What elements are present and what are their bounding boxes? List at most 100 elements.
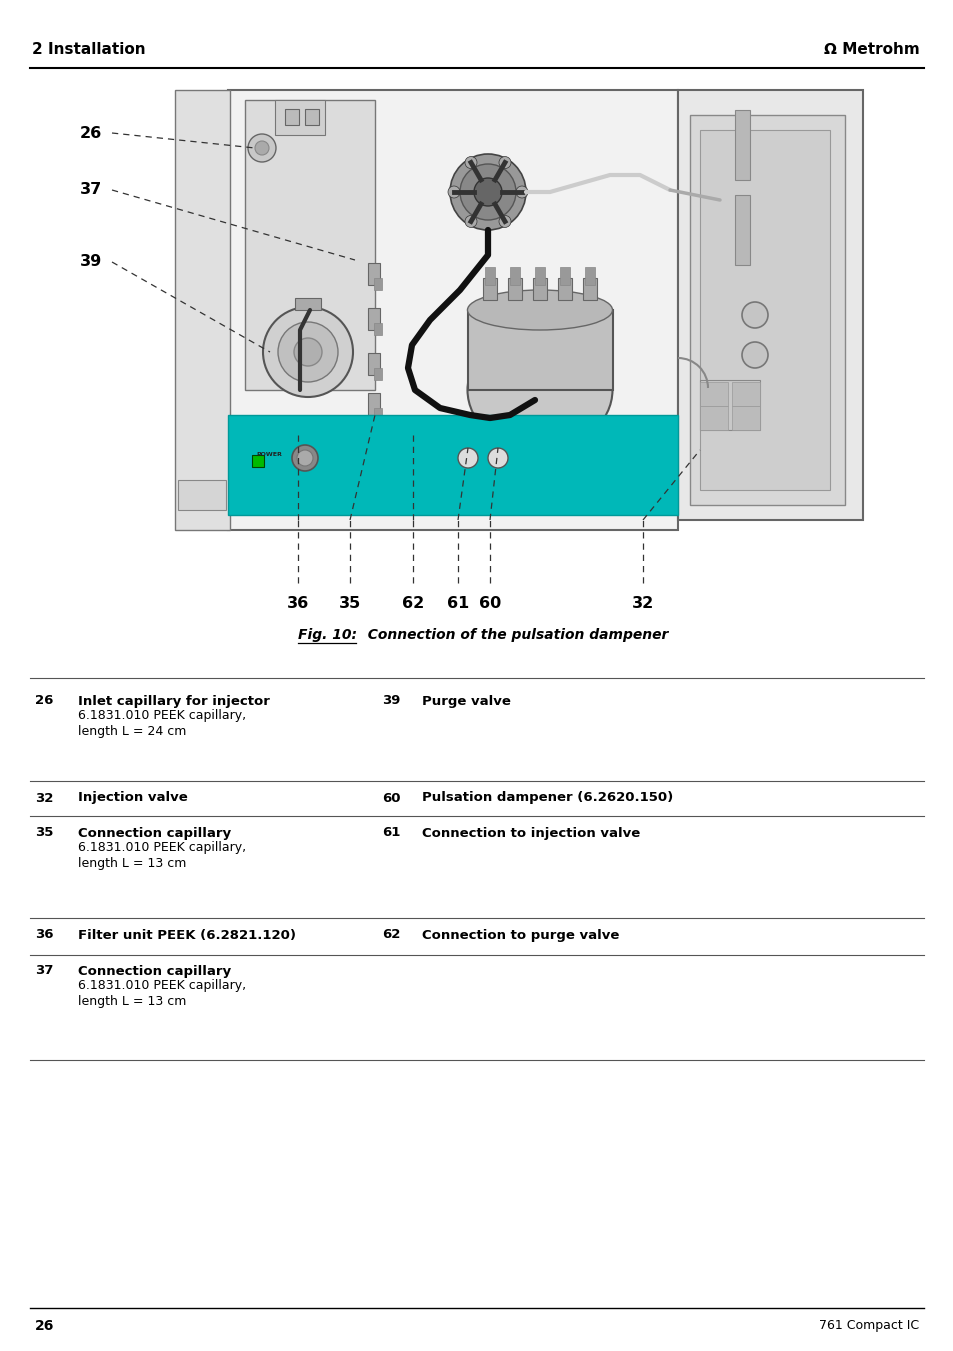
Circle shape — [741, 342, 767, 367]
Text: 36: 36 — [287, 596, 309, 611]
Bar — [734, 195, 749, 265]
Text: 2 Installation: 2 Installation — [32, 42, 146, 58]
Circle shape — [277, 322, 337, 382]
Bar — [468, 309, 613, 390]
Text: 35: 35 — [35, 827, 53, 839]
Bar — [368, 263, 379, 285]
Bar — [700, 380, 760, 430]
Circle shape — [464, 157, 476, 169]
Ellipse shape — [467, 330, 612, 450]
Bar — [228, 91, 678, 530]
Text: length L = 13 cm: length L = 13 cm — [78, 857, 186, 870]
Bar — [678, 91, 862, 520]
Bar — [482, 278, 497, 300]
Bar — [700, 130, 829, 490]
Text: length L = 13 cm: length L = 13 cm — [78, 994, 186, 1008]
Text: 60: 60 — [381, 792, 400, 804]
Bar — [535, 267, 544, 285]
Text: 37: 37 — [35, 965, 53, 978]
Text: Connection to purge valve: Connection to purge valve — [421, 928, 618, 942]
Text: 32: 32 — [35, 792, 53, 804]
Bar — [174, 91, 230, 530]
Bar — [305, 109, 318, 126]
Bar — [285, 109, 298, 126]
Text: Connection capillary: Connection capillary — [78, 827, 231, 839]
Text: 761 Compact IC: 761 Compact IC — [818, 1320, 918, 1332]
Circle shape — [450, 154, 525, 230]
Text: 26: 26 — [35, 694, 53, 708]
Circle shape — [292, 444, 317, 471]
Bar — [731, 407, 760, 430]
Bar — [374, 278, 381, 290]
Bar — [228, 415, 678, 515]
Text: Ω Metrohm: Ω Metrohm — [823, 42, 919, 58]
Text: 26: 26 — [35, 1319, 54, 1333]
Circle shape — [459, 163, 516, 220]
Circle shape — [263, 307, 353, 397]
Bar — [484, 267, 495, 285]
Text: 62: 62 — [401, 596, 424, 611]
Text: length L = 24 cm: length L = 24 cm — [78, 724, 186, 738]
Bar — [374, 323, 381, 335]
Bar — [558, 278, 572, 300]
Bar — [584, 267, 595, 285]
Circle shape — [254, 141, 269, 155]
Bar — [533, 278, 546, 300]
Bar — [178, 480, 226, 509]
Text: Injection valve: Injection valve — [78, 792, 188, 804]
Circle shape — [498, 215, 511, 227]
Text: 26: 26 — [80, 126, 102, 141]
Text: Filter unit PEEK (6.2821.120): Filter unit PEEK (6.2821.120) — [78, 928, 295, 942]
Circle shape — [296, 450, 313, 466]
Text: Connection to injection valve: Connection to injection valve — [421, 827, 639, 839]
Text: Connection of the pulsation dampener: Connection of the pulsation dampener — [357, 628, 668, 642]
Text: Fig. 10:: Fig. 10: — [297, 628, 356, 642]
Bar — [734, 109, 749, 180]
Text: 37: 37 — [80, 182, 102, 197]
Circle shape — [488, 449, 507, 467]
Bar — [582, 278, 597, 300]
Bar — [700, 382, 727, 407]
Text: 60: 60 — [478, 596, 500, 611]
Bar — [510, 267, 519, 285]
Circle shape — [741, 303, 767, 328]
Bar — [689, 115, 844, 505]
Bar — [559, 267, 569, 285]
Circle shape — [474, 178, 501, 205]
Bar — [252, 455, 264, 467]
Text: 6.1831.010 PEEK capillary,: 6.1831.010 PEEK capillary, — [78, 978, 246, 992]
Bar — [245, 100, 375, 390]
Circle shape — [516, 186, 527, 199]
Text: 6.1831.010 PEEK capillary,: 6.1831.010 PEEK capillary, — [78, 840, 246, 854]
Bar — [731, 382, 760, 407]
Text: 35: 35 — [338, 596, 361, 611]
Bar — [368, 393, 379, 415]
Text: Purge valve: Purge valve — [421, 694, 511, 708]
Text: 32: 32 — [631, 596, 654, 611]
Text: 61: 61 — [381, 827, 400, 839]
Bar — [274, 100, 325, 135]
Bar — [700, 407, 727, 430]
Circle shape — [464, 215, 476, 227]
Bar — [374, 408, 381, 420]
Text: 6.1831.010 PEEK capillary,: 6.1831.010 PEEK capillary, — [78, 708, 246, 721]
Text: Pulsation dampener (6.2620.150): Pulsation dampener (6.2620.150) — [421, 792, 673, 804]
Circle shape — [294, 338, 322, 366]
Text: 61: 61 — [446, 596, 469, 611]
Bar — [507, 278, 521, 300]
Ellipse shape — [467, 290, 612, 330]
Circle shape — [457, 449, 477, 467]
Bar — [294, 299, 320, 309]
Text: Connection capillary: Connection capillary — [78, 965, 231, 978]
Text: 39: 39 — [80, 254, 102, 269]
Circle shape — [248, 134, 275, 162]
Bar — [374, 367, 381, 380]
Circle shape — [498, 157, 511, 169]
Bar — [368, 308, 379, 330]
Text: POWER: POWER — [255, 453, 281, 458]
Text: Inlet capillary for injector: Inlet capillary for injector — [78, 694, 270, 708]
Text: 36: 36 — [35, 928, 53, 942]
Bar — [368, 353, 379, 376]
Text: 39: 39 — [381, 694, 400, 708]
Text: 62: 62 — [381, 928, 400, 942]
